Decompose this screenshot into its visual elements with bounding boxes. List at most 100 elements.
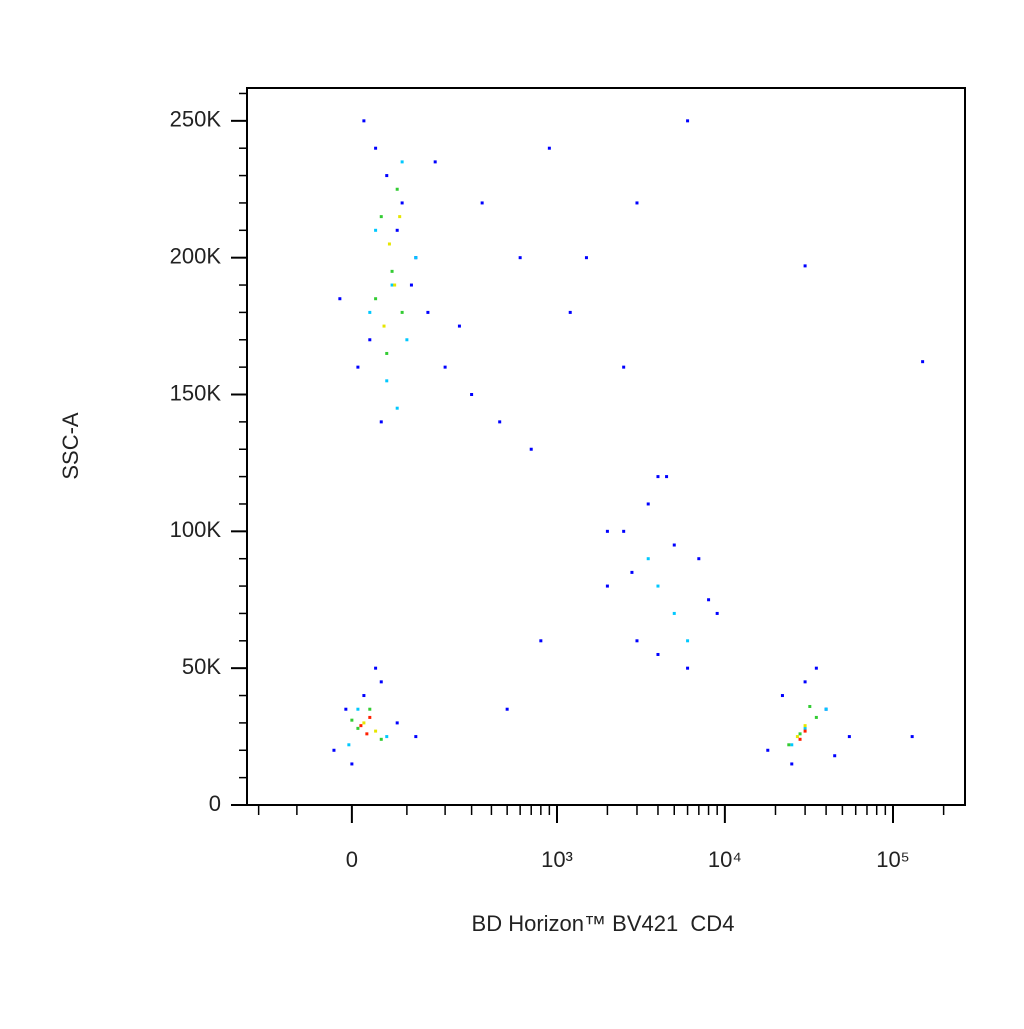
dot <box>833 754 837 758</box>
dot <box>362 721 366 725</box>
dot <box>470 393 474 397</box>
dot <box>795 735 799 739</box>
dot <box>382 324 386 328</box>
dot <box>605 584 609 588</box>
dot <box>393 283 397 287</box>
dot <box>803 724 807 728</box>
dot <box>414 735 418 739</box>
dot <box>568 310 572 314</box>
dot <box>379 737 383 741</box>
dot <box>790 762 794 766</box>
x-axis-label: BD Horizon™ BV421 CD4 <box>472 911 735 936</box>
dot <box>395 406 399 410</box>
dot <box>344 707 348 711</box>
dot <box>547 146 551 150</box>
dot <box>385 174 389 178</box>
dot <box>622 529 626 533</box>
dot <box>814 666 818 670</box>
dot <box>847 735 851 739</box>
dot <box>498 420 502 424</box>
dot <box>400 201 404 205</box>
dot <box>356 707 360 711</box>
y-tick-label: 50K <box>182 654 221 679</box>
dot <box>518 256 522 260</box>
dot <box>656 652 660 656</box>
dot <box>715 611 719 615</box>
dot <box>790 743 794 747</box>
dot <box>400 160 404 164</box>
plot-frame <box>246 87 966 806</box>
dot <box>798 732 802 736</box>
dot <box>374 146 378 150</box>
dot <box>379 215 383 219</box>
dot <box>808 704 812 708</box>
dot <box>443 365 447 369</box>
dot <box>374 729 378 733</box>
dot <box>686 666 690 670</box>
dot <box>787 743 791 747</box>
dot <box>665 475 669 479</box>
dot <box>395 228 399 232</box>
dot <box>368 715 372 719</box>
dot <box>385 379 389 383</box>
dot <box>803 726 807 730</box>
dot <box>400 310 404 314</box>
dot <box>368 310 372 314</box>
dot <box>395 187 399 191</box>
y-tick-label: 200K <box>170 243 222 268</box>
dot <box>798 737 802 741</box>
dot <box>356 365 360 369</box>
x-tick-label: 0 <box>346 847 358 872</box>
dot <box>766 748 770 752</box>
x-tick-label: 10⁴ <box>708 847 742 872</box>
dot <box>368 707 372 711</box>
dot <box>433 160 437 164</box>
dot <box>910 735 914 739</box>
dot <box>529 447 533 451</box>
dot <box>457 324 461 328</box>
dot <box>480 201 484 205</box>
dot <box>656 584 660 588</box>
dot <box>697 557 701 561</box>
dot <box>921 360 925 364</box>
dot <box>686 639 690 643</box>
dot <box>350 762 354 766</box>
dot <box>803 264 807 268</box>
dot <box>387 242 391 246</box>
y-tick-label: 100K <box>170 517 222 542</box>
dot <box>635 639 639 643</box>
dot <box>338 297 342 301</box>
dot <box>395 721 399 725</box>
dot <box>356 726 360 730</box>
dot <box>385 351 389 355</box>
dot <box>646 502 650 506</box>
dot <box>374 297 378 301</box>
dot <box>374 666 378 670</box>
dot <box>409 283 413 287</box>
dot <box>362 119 366 123</box>
dot <box>622 365 626 369</box>
dot <box>374 228 378 232</box>
y-tick-label: 150K <box>170 380 222 405</box>
dot <box>414 256 418 260</box>
dot <box>385 735 389 739</box>
dot <box>672 543 676 547</box>
dot <box>390 269 394 273</box>
y-axis-label: SSC-A <box>58 412 83 480</box>
dot <box>350 718 354 722</box>
dot <box>646 557 650 561</box>
dot <box>362 694 366 698</box>
dot <box>505 707 509 711</box>
x-tick-label: 10⁵ <box>876 847 910 872</box>
dot <box>656 475 660 479</box>
x-tick-label: 10³ <box>541 847 573 872</box>
dot <box>379 680 383 684</box>
y-tick-label: 0 <box>209 791 221 816</box>
dot <box>686 119 690 123</box>
dot <box>824 707 828 711</box>
dot <box>630 570 634 574</box>
dot <box>780 694 784 698</box>
dot <box>426 310 430 314</box>
